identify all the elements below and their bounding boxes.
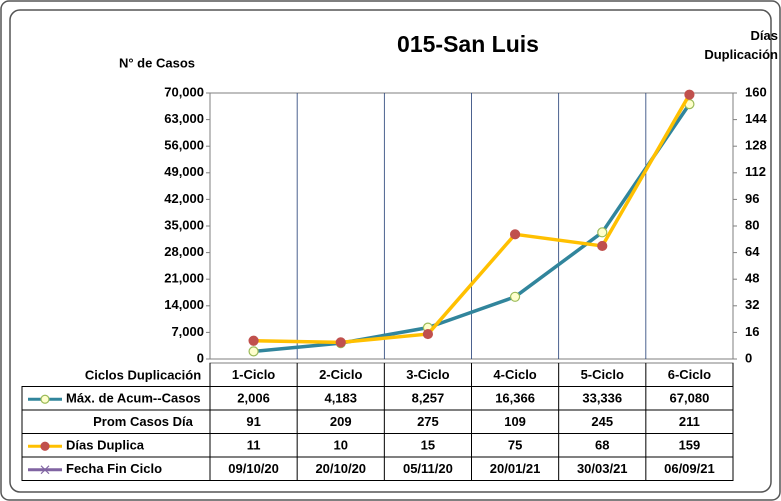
series-marker bbox=[597, 240, 608, 252]
table-cell: 4,183 bbox=[324, 391, 357, 406]
y-tick-label: 0 bbox=[197, 350, 204, 365]
series-marker bbox=[597, 227, 608, 238]
table-cell: 159 bbox=[679, 438, 701, 453]
legend-marker bbox=[40, 394, 50, 404]
series-marker bbox=[684, 89, 695, 100]
table-cell: 91 bbox=[246, 414, 260, 429]
series-marker bbox=[248, 335, 259, 346]
table-cell: 11 bbox=[247, 438, 261, 453]
legend-marker bbox=[40, 465, 50, 475]
y2-tick-label: 32 bbox=[745, 297, 759, 312]
y2-axis-label: Días Duplicación bbox=[704, 28, 778, 62]
table-cell: 109 bbox=[504, 414, 526, 429]
x-tick-label: 6-Ciclo bbox=[668, 367, 711, 382]
x-tick-label: 2-Ciclo bbox=[319, 367, 362, 382]
y-tick-label: 70,000 bbox=[164, 84, 204, 99]
series-marker bbox=[509, 291, 521, 302]
legend-label: Prom Casos Día bbox=[93, 414, 193, 429]
legend-label: Máx. de Acum--Casos bbox=[66, 391, 201, 406]
y-tick-label: 63,000 bbox=[164, 111, 204, 126]
legend-label: Días Duplica bbox=[66, 438, 145, 453]
x-tick-label: 1-Ciclo bbox=[232, 367, 275, 382]
y-axis-label: N° de Casos bbox=[119, 55, 195, 70]
y2-tick-label: 112 bbox=[745, 164, 766, 179]
x-tick-label: 5-Ciclo bbox=[581, 367, 624, 382]
y2-tick-label: 160 bbox=[745, 84, 767, 99]
table-cell: 20/10/20 bbox=[315, 461, 366, 476]
y2-tick-label: 80 bbox=[745, 217, 759, 232]
y-tick-label: 35,000 bbox=[164, 217, 204, 232]
table-cell: 75 bbox=[508, 438, 522, 453]
x-tick-label: 3-Ciclo bbox=[406, 367, 449, 382]
table-cell: 275 bbox=[417, 414, 439, 429]
y-tick-label: 49,000 bbox=[164, 164, 204, 179]
y2-tick-label: 48 bbox=[745, 271, 759, 286]
table-cell: 68 bbox=[595, 438, 609, 453]
y2-tick-label: 64 bbox=[745, 244, 760, 259]
y-tick-label: 56,000 bbox=[164, 138, 204, 153]
y-tick-label: 7,000 bbox=[171, 324, 204, 339]
table-cell: 67,080 bbox=[670, 391, 710, 406]
series-marker bbox=[422, 328, 434, 340]
table-cell: 30/03/21 bbox=[577, 461, 628, 476]
y2-tick-label: 16 bbox=[745, 324, 759, 339]
y-tick-label: 42,000 bbox=[164, 191, 204, 206]
y-tick-label: 28,000 bbox=[164, 244, 204, 259]
table-label: Ciclos Duplicación bbox=[85, 367, 201, 382]
series-line bbox=[253, 103, 691, 354]
chart-title: 015-San Luis bbox=[397, 31, 539, 57]
table-cell: 15 bbox=[421, 438, 435, 453]
y-tick-label: 21,000 bbox=[164, 271, 204, 286]
series-line bbox=[253, 93, 691, 345]
table-cell: 2,006 bbox=[237, 391, 270, 406]
x-tick-label: 4-Ciclo bbox=[493, 367, 536, 382]
table-cell: 33,336 bbox=[582, 391, 622, 406]
table-cell: 8,257 bbox=[412, 391, 445, 406]
y2-tick-label: 96 bbox=[745, 191, 759, 206]
legend-marker bbox=[40, 441, 50, 451]
series-marker bbox=[509, 229, 521, 240]
y2-tick-label: 144 bbox=[745, 111, 767, 126]
y2-tick-label: 128 bbox=[745, 138, 767, 153]
y2-tick-label: 0 bbox=[745, 350, 752, 365]
table-cell: 245 bbox=[591, 414, 613, 429]
y-tick-label: 14,000 bbox=[164, 297, 204, 312]
legend-label: Fecha Fin Ciclo bbox=[66, 461, 162, 476]
table-cell: 211 bbox=[679, 414, 700, 429]
table-cell: 05/11/20 bbox=[403, 461, 453, 476]
table-cell: 10 bbox=[334, 438, 348, 453]
table-cell: 09/10/20 bbox=[228, 461, 279, 476]
table-cell: 209 bbox=[330, 414, 352, 429]
series-marker bbox=[248, 346, 259, 357]
table-cell: 20/01/21 bbox=[490, 461, 541, 476]
table-cell: 06/09/21 bbox=[664, 461, 715, 476]
chart-frame bbox=[9, 9, 772, 493]
table-cell: 16,366 bbox=[495, 391, 535, 406]
series-marker bbox=[335, 337, 346, 348]
